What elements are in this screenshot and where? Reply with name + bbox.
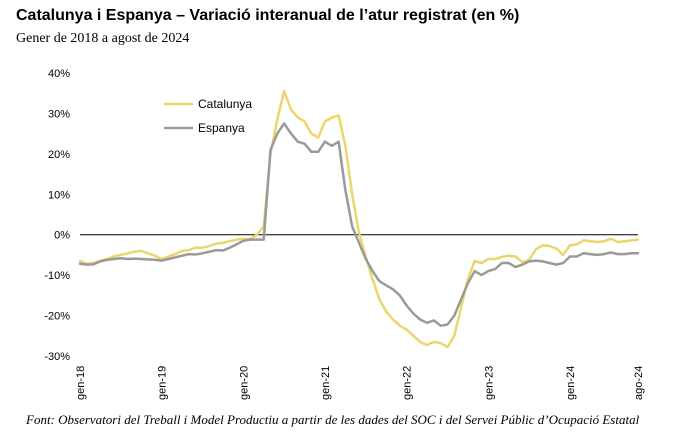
y-tick-label: 10%	[48, 189, 70, 201]
series-lines	[78, 89, 640, 349]
x-tick-label: gen-21	[320, 366, 332, 400]
y-tick-label: 0%	[54, 230, 70, 242]
x-tick-label: gen-20	[238, 366, 250, 400]
legend-label-espanya: Espanya	[198, 121, 245, 135]
series-line-espanya	[78, 122, 640, 327]
y-tick-label: 40%	[48, 68, 70, 80]
y-tick-label: -20%	[44, 311, 70, 323]
chart-subtitle: Gener de 2018 a agost de 2024	[16, 31, 190, 46]
x-tick-label: gen-19	[157, 366, 169, 400]
chart-title: Catalunya i Espanya – Variació interanua…	[16, 7, 520, 24]
legend-label-catalunya: Catalunya	[198, 97, 252, 111]
x-tick-label: gen-18	[75, 366, 87, 400]
x-tick-label: gen-24	[565, 366, 577, 400]
legend: Catalunya Espanya	[164, 97, 252, 135]
y-tick-label: 20%	[48, 149, 70, 161]
x-tick-label: gen-22	[402, 366, 414, 400]
x-axis: gen-18 gen-19 gen-20 gen-21 gen-22 gen-23 gen-…	[75, 366, 645, 400]
x-tick-label: gen-23	[483, 366, 495, 400]
source-note: Font: Observatori del Treball i Model Pr…	[26, 412, 640, 427]
y-axis: 40% 30% 20% 10% 0% -10% -20% -30%	[44, 68, 638, 363]
y-tick-label: 30%	[48, 108, 70, 120]
y-tick-label: -30%	[44, 351, 70, 363]
x-tick-label: ago-24	[633, 366, 645, 400]
y-tick-label: -10%	[44, 270, 70, 282]
series-line-catalunya	[78, 89, 640, 349]
